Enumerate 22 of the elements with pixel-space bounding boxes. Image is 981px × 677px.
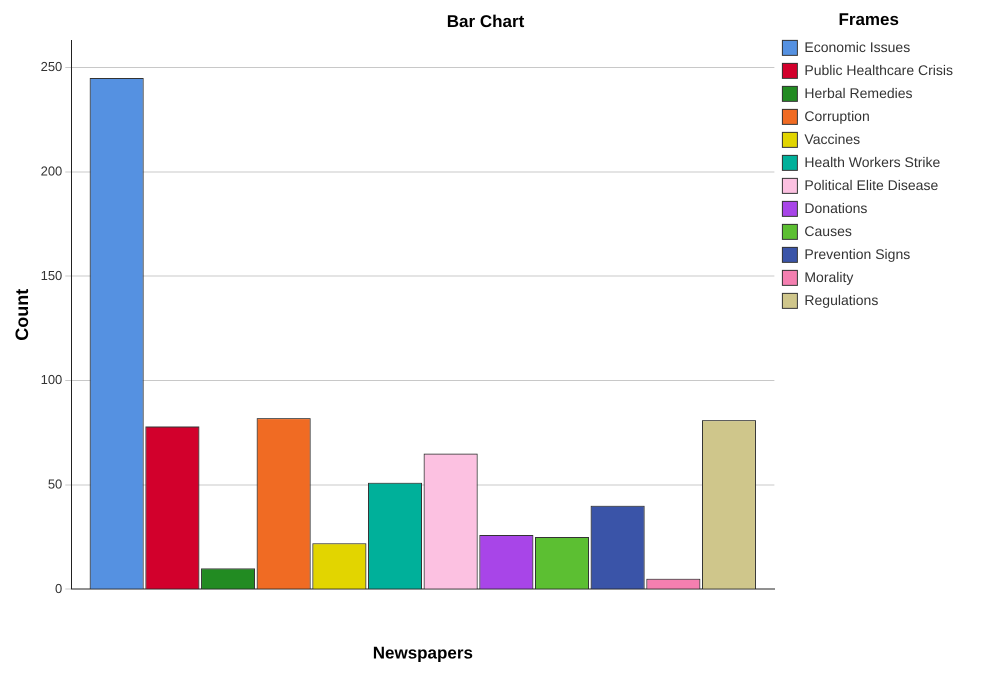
y-tick-label: 150 bbox=[40, 268, 62, 283]
y-tick-label: 100 bbox=[40, 372, 62, 388]
y-tick-label: 250 bbox=[40, 59, 62, 74]
y-axis-title: Count bbox=[12, 288, 32, 341]
legend-label: Herbal Remedies bbox=[804, 84, 913, 101]
x-axis-title: Newspapers bbox=[372, 643, 473, 662]
legend-label: Corruption bbox=[804, 108, 870, 124]
legend-label: Donations bbox=[804, 200, 868, 216]
legend-label: Economic Issues bbox=[804, 38, 910, 55]
legend-label: Health Workers Strike bbox=[804, 154, 940, 170]
y-tick-label: 50 bbox=[48, 476, 62, 492]
legend-label: Regulations bbox=[804, 292, 878, 308]
legend-label: Public Healthcare Crisis bbox=[804, 62, 954, 78]
legend-label: Political Elite Disease bbox=[804, 176, 938, 193]
legend-label: Causes bbox=[804, 222, 852, 239]
legend-title: Frames bbox=[838, 10, 899, 30]
y-tick-label: 0 bbox=[55, 580, 62, 596]
legend-label: Vaccines bbox=[804, 130, 860, 147]
y-tick-label: 200 bbox=[40, 163, 62, 178]
legend-label: Morality bbox=[804, 268, 854, 285]
legend-label: Prevention Signs bbox=[804, 246, 910, 262]
chart-title: Bar Chart bbox=[446, 12, 525, 31]
